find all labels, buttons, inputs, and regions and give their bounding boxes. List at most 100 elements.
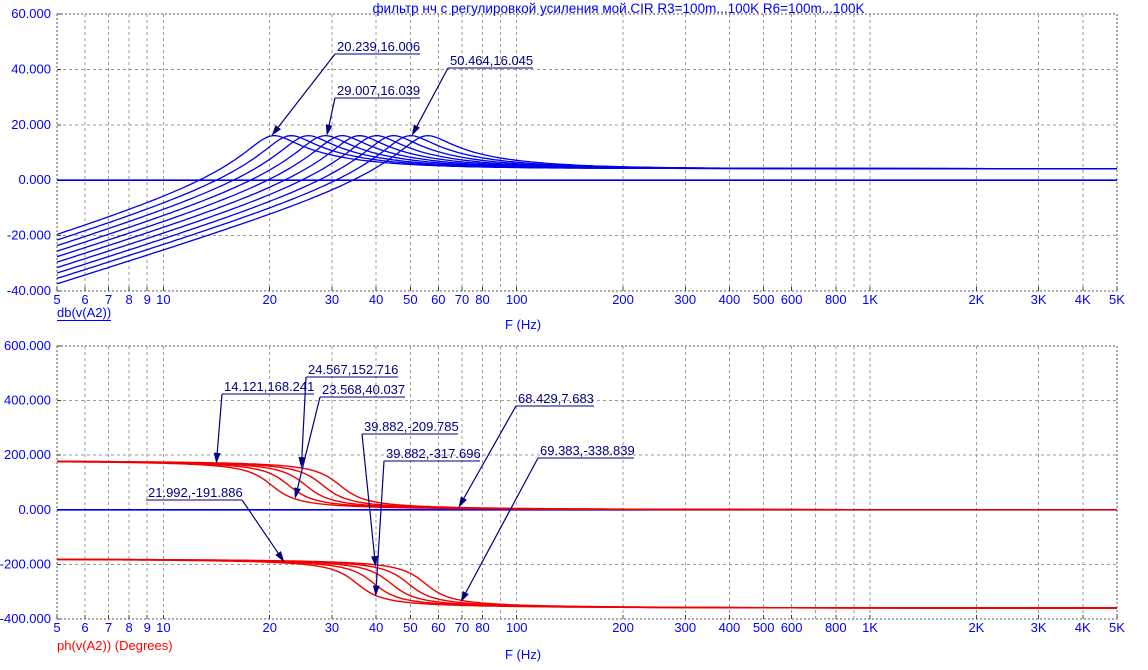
annotation-label[interactable]: 69.383,-338.839 bbox=[540, 443, 635, 458]
magnitude-x-tick-label: 3K bbox=[1031, 292, 1047, 307]
phase-y-tick-label: -200.000 bbox=[0, 556, 51, 571]
magnitude-x-tick-label: 40 bbox=[369, 292, 383, 307]
annotation-68.429,7.683[interactable]: 68.429,7.683 bbox=[458, 391, 594, 508]
magnitude-x-tick-label: 8 bbox=[126, 292, 133, 307]
annotation-29.007,16.039[interactable]: 29.007,16.039 bbox=[325, 83, 420, 136]
magnitude-y-tick-label: 40.000 bbox=[11, 61, 51, 76]
magnitude-x-tick-label: 100 bbox=[506, 292, 528, 307]
phase-x-tick-label: 5 bbox=[53, 620, 60, 635]
plot-title: фильтр нч с регулировкой усиления мой.CI… bbox=[372, 1, 865, 16]
magnitude-x-tick-label: 2K bbox=[968, 292, 984, 307]
phase-x-tick-label: 10 bbox=[156, 620, 170, 635]
annotation-arrowhead bbox=[325, 124, 333, 136]
magnitude-y-tick-label: -20.000 bbox=[7, 228, 51, 243]
magnitude-curve-1 bbox=[57, 135, 1117, 236]
magnitude-x-tick-label: 200 bbox=[612, 292, 634, 307]
phase-curve-9 bbox=[57, 558, 1117, 609]
phase-x-tick-label: 800 bbox=[825, 620, 847, 635]
magnitude-plot-border bbox=[56, 13, 1118, 292]
phase-x-tick-label: 20 bbox=[262, 620, 276, 635]
phase-x-tick-label: 400 bbox=[719, 620, 741, 635]
magnitude-x-tick-label: 80 bbox=[475, 292, 489, 307]
magnitude-y-tick-label: 0.000 bbox=[18, 172, 51, 187]
magnitude-x-tick-label: 7 bbox=[105, 292, 112, 307]
annotation-20.239,16.006[interactable]: 20.239,16.006 bbox=[271, 39, 421, 136]
phase-x-tick-label: 100 bbox=[506, 620, 528, 635]
phase-x-tick-label: 200 bbox=[612, 620, 634, 635]
annotation-label[interactable]: 39.882,-209.785 bbox=[364, 419, 459, 434]
annotation-label[interactable]: 23.568,40.037 bbox=[322, 382, 405, 397]
phase-x-tick-label: 300 bbox=[674, 620, 696, 635]
annotation-arrowhead bbox=[460, 591, 469, 603]
annotation-arrowhead bbox=[458, 496, 467, 508]
phase-x-tick-label: 80 bbox=[475, 620, 489, 635]
annotation-label[interactable]: 14.121,168.241 bbox=[224, 379, 314, 394]
phase-curve-8 bbox=[57, 558, 1117, 609]
magnitude-y-tick-label: 20.000 bbox=[11, 117, 51, 132]
annotation-label[interactable]: 50.464,16.045 bbox=[450, 53, 533, 68]
magnitude-y-tick-label: -40.000 bbox=[7, 283, 51, 298]
phase-x-tick-label: 2K bbox=[968, 620, 984, 635]
phase-y-tick-label: 200.000 bbox=[4, 447, 51, 462]
magnitude-x-tick-label: 70 bbox=[455, 292, 469, 307]
phase-x-tick-label: 8 bbox=[126, 620, 133, 635]
annotation-23.568,40.037[interactable]: 23.568,40.037 bbox=[294, 382, 405, 499]
annotation-label[interactable]: 29.007,16.039 bbox=[337, 83, 420, 98]
phase-x-tick-label: 70 bbox=[455, 620, 469, 635]
phase-x-tick-label: 1K bbox=[862, 620, 878, 635]
magnitude-x-tick-label: 600 bbox=[781, 292, 803, 307]
phase-x-tick-label: 500 bbox=[753, 620, 775, 635]
magnitude-x-tick-label: 50 bbox=[403, 292, 417, 307]
phase-y-tick-label: 400.000 bbox=[4, 393, 51, 408]
magnitude-curve-9 bbox=[57, 134, 1117, 280]
phase-x-tick-label: 4K bbox=[1075, 620, 1091, 635]
magnitude-x-tick-label: 20 bbox=[262, 292, 276, 307]
magnitude-curve-3 bbox=[57, 134, 1117, 247]
phase-x-tick-label: 5K bbox=[1109, 620, 1125, 635]
phase-plot-border bbox=[56, 345, 1118, 620]
magnitude-curve-10 bbox=[57, 134, 1117, 285]
magnitude-x-tick-label: 60 bbox=[431, 292, 445, 307]
x-axis-title-phase: F (Hz) bbox=[505, 647, 542, 662]
phase-x-tick-label: 7 bbox=[105, 620, 112, 635]
annotation-label[interactable]: 39.882,-317.696 bbox=[386, 446, 481, 461]
annotation-69.383,-338.839[interactable]: 69.383,-338.839 bbox=[460, 443, 635, 603]
trace-expression-phase[interactable]: ph(v(A2)) (Degrees) bbox=[57, 638, 173, 653]
trace-expression-magnitude[interactable]: db(v(A2)) bbox=[57, 305, 112, 321]
annotation-14.121,168.241[interactable]: 14.121,168.241 bbox=[213, 379, 315, 464]
annotation-label[interactable]: 24.567,152.716 bbox=[308, 362, 398, 377]
phase-x-tick-label: 30 bbox=[325, 620, 339, 635]
annotation-label[interactable]: 20.239,16.006 bbox=[337, 39, 420, 54]
annotation-arrowhead bbox=[213, 452, 221, 464]
annotation-39.882,-209.785[interactable]: 39.882,-209.785 bbox=[361, 419, 459, 568]
magnitude-x-tick-label: 30 bbox=[325, 292, 339, 307]
annotation-arrowhead bbox=[371, 555, 378, 568]
phase-curve-10 bbox=[57, 558, 1117, 609]
phase-x-tick-label: 3K bbox=[1031, 620, 1047, 635]
phase-curve-5 bbox=[57, 460, 1117, 511]
annotation-50.464,16.045[interactable]: 50.464,16.045 bbox=[411, 53, 533, 136]
phase-x-tick-label: 600 bbox=[781, 620, 803, 635]
magnitude-x-tick-label: 9 bbox=[144, 292, 151, 307]
annotation-label[interactable]: 21.992,-191.886 bbox=[148, 485, 243, 500]
annotation-39.882,-317.696[interactable]: 39.882,-317.696 bbox=[372, 446, 481, 597]
phase-y-tick-label: -400.000 bbox=[0, 611, 51, 626]
magnitude-x-tick-label: 10 bbox=[156, 292, 170, 307]
magnitude-x-tick-label: 300 bbox=[674, 292, 696, 307]
annotation-arrowhead bbox=[298, 456, 306, 469]
annotation-21.992,-191.886[interactable]: 21.992,-191.886 bbox=[146, 485, 285, 563]
annotation-arrowhead bbox=[411, 124, 420, 136]
phase-x-tick-label: 50 bbox=[403, 620, 417, 635]
annotation-24.567,152.716[interactable]: 24.567,152.716 bbox=[298, 362, 398, 469]
phase-curve-6 bbox=[57, 558, 1117, 609]
phase-curve-7 bbox=[57, 558, 1117, 609]
x-axis-title-magnitude: F (Hz) bbox=[505, 317, 542, 332]
magnitude-x-tick-label: 4K bbox=[1075, 292, 1091, 307]
annotation-label[interactable]: 68.429,7.683 bbox=[518, 391, 594, 406]
annotation-arrowhead bbox=[372, 585, 380, 597]
phase-x-tick-label: 60 bbox=[431, 620, 445, 635]
phase-x-tick-label: 9 bbox=[144, 620, 151, 635]
magnitude-x-tick-label: 500 bbox=[753, 292, 775, 307]
annotation-arrowhead bbox=[275, 551, 285, 563]
